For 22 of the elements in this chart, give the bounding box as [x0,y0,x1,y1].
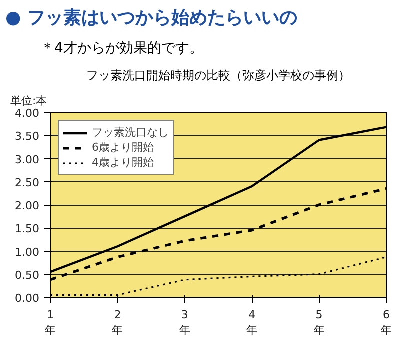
x-tick-label: 4 年 [246,308,258,338]
y-tick-label: 0.50 [15,268,40,282]
text: フッ素洗口開始時期の比較（弥彦小学校の事例） [86,68,350,82]
y-tick-label: 2.50 [15,176,40,190]
y-axis-title: 単位:本 [10,94,48,108]
y-tick-label: 3.00 [15,153,40,166]
legend-label: 6歳より開始 [92,140,154,155]
x-tick-label: 5 年 [314,308,325,338]
legend-label: 4歳より開始 [92,155,154,170]
y-tick-label: 1.50 [15,222,40,236]
y-tick-label: 0.00 [15,292,40,305]
chart-subtitle: ＊4才からが効果的です。 [40,40,204,56]
legend-label: フッ素洗口なし [92,125,169,140]
y-tick-label: 2.00 [15,200,40,212]
y-tick-label: 3.50 [15,130,40,144]
x-tick-label: 1 年 [45,308,56,338]
y-tick-label: 4.00 [15,107,40,120]
x-tick-label: 6 年 [381,308,392,338]
x-tick-label: 2 年 [112,308,124,338]
y-tick-label: 1.00 [15,246,40,259]
x-tick-label: 3 年 [179,308,190,338]
chart-title: ● フッ素はいつから始めたらいいの [6,8,298,28]
